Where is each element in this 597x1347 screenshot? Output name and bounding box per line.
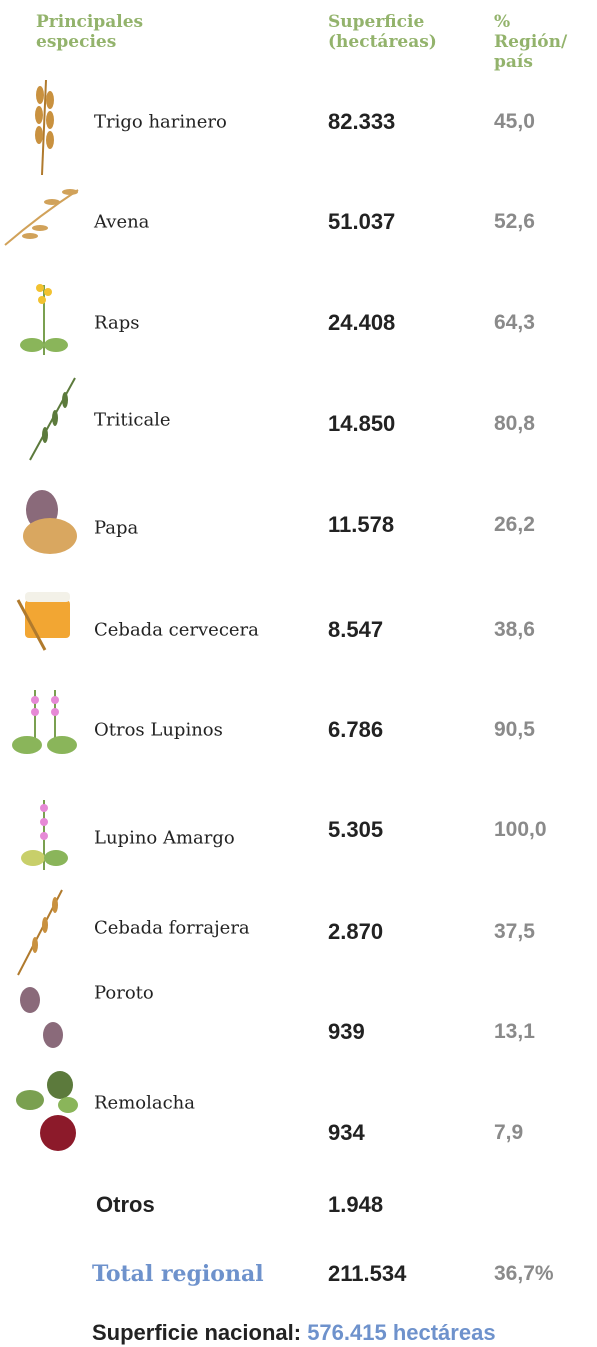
share-value: 38,6 [494, 618, 535, 642]
others-area: 1.948 [328, 1192, 383, 1218]
area-value: 24.408 [328, 310, 395, 336]
icon-bitter-lupin [21, 800, 68, 870]
header-species: Principales especies [36, 12, 186, 52]
share-value: 90,5 [494, 718, 535, 742]
area-value: 5.305 [328, 817, 383, 843]
share-value: 64,3 [494, 311, 535, 335]
icon-bean [20, 987, 63, 1048]
icon-lupin [12, 690, 77, 754]
species-name: Raps [94, 313, 139, 334]
total-share: 36,7% [494, 1262, 554, 1286]
area-value: 8.547 [328, 617, 383, 643]
area-value: 82.333 [328, 109, 395, 135]
species-name: Trigo harinero [94, 112, 227, 133]
icon-potato [23, 490, 77, 554]
icon-beer [18, 592, 70, 650]
species-name: Papa [94, 518, 138, 539]
area-value: 51.037 [328, 209, 395, 235]
species-name: Lupino Amargo [94, 828, 235, 849]
area-value: 6.786 [328, 717, 383, 743]
icon-rapeseed [20, 284, 68, 355]
share-value: 26,2 [494, 513, 535, 537]
icon-wheat [35, 80, 54, 175]
share-value: 37,5 [494, 920, 535, 944]
icon-oat [5, 189, 78, 245]
species-name: Triticale [94, 410, 171, 431]
share-value: 7,9 [494, 1121, 523, 1145]
species-name: Cebada forrajera [94, 918, 250, 939]
footer-value: 576.415 hectáreas [307, 1320, 495, 1345]
species-name: Remolacha [94, 1093, 195, 1114]
total-name: Total regional [92, 1261, 264, 1287]
total-area: 211.534 [328, 1261, 406, 1287]
share-value: 13,1 [494, 1020, 535, 1044]
share-value: 52,6 [494, 210, 535, 234]
area-value: 14.850 [328, 411, 395, 437]
species-name: Poroto [94, 983, 154, 1004]
area-value: 934 [328, 1120, 365, 1146]
species-name: Avena [94, 212, 149, 233]
header-share: % Región/ país [494, 12, 584, 72]
area-value: 11.578 [328, 512, 394, 538]
area-value: 939 [328, 1019, 365, 1045]
footer: Superficie nacional: 576.415 hectáreas [92, 1320, 496, 1346]
others-name: Otros [96, 1192, 155, 1218]
share-value: 80,8 [494, 412, 535, 436]
icon-barley [18, 890, 62, 975]
share-value: 45,0 [494, 110, 535, 134]
header-area: Superficie (hectáreas) [328, 12, 458, 52]
species-name: Otros Lupinos [94, 720, 223, 741]
species-name: Cebada cervecera [94, 620, 259, 641]
share-value: 100,0 [494, 818, 547, 842]
icon-beet [16, 1071, 78, 1151]
area-value: 2.870 [328, 919, 383, 945]
footer-label: Superficie nacional: [92, 1320, 301, 1345]
icon-triticale [30, 378, 75, 460]
page: Principales especies Superficie (hectáre… [0, 0, 597, 1347]
